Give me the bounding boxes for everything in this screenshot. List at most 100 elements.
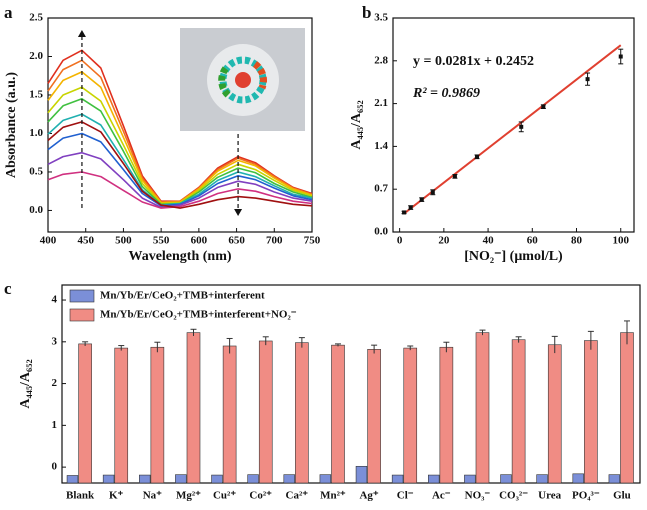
data-point <box>618 54 623 59</box>
photo-wells <box>218 65 231 98</box>
x-tick-label: 750 <box>304 235 321 247</box>
y-tick-label: 1.4 <box>374 140 388 152</box>
photo-wells <box>252 61 267 90</box>
r-squared: R² = 0.9869 <box>412 86 480 101</box>
bar <box>211 474 223 484</box>
y-axis-label: Absorbance (a.u.) <box>4 72 19 179</box>
spectrum-line <box>47 132 313 207</box>
x-tick-label: 20 <box>438 235 450 247</box>
y-tick-label: 2.5 <box>29 12 43 24</box>
x-tick-label: 100 <box>612 235 629 247</box>
y-tick-label: 2.8 <box>374 54 388 66</box>
panel-letter: a <box>4 3 13 22</box>
bar <box>547 344 562 484</box>
equation: y = 0.0281x + 0.2452 <box>413 54 534 69</box>
bar <box>391 474 404 484</box>
x-tick-label: 550 <box>153 235 170 247</box>
fit-line <box>403 44 622 215</box>
legend-label: Mn/Yb/Er/CeO₂+TMB+interferent+NO₂⁻ <box>100 309 297 321</box>
y-tick-label: 4 <box>52 294 58 306</box>
y-tick-label: 3 <box>52 335 58 347</box>
plot-frame <box>47 17 313 233</box>
bar <box>500 474 512 484</box>
bar <box>139 474 151 484</box>
bar <box>355 465 368 484</box>
photo-center <box>235 72 251 88</box>
arrow-head <box>77 30 86 37</box>
bar <box>319 474 332 484</box>
y-tick-label: 1 <box>52 419 58 431</box>
x-tick-label: Ca²⁺ <box>286 490 309 502</box>
x-tick-label: 650 <box>228 235 245 247</box>
x-tick-label: Blank <box>66 490 95 502</box>
bar <box>428 474 440 484</box>
x-tick-label: Cl⁻ <box>397 490 414 502</box>
y-tick-label: 0.7 <box>374 183 388 195</box>
plot-frame <box>392 17 635 233</box>
bar <box>572 473 584 484</box>
x-tick-label: Mg²⁺ <box>176 490 201 502</box>
bar <box>66 475 79 484</box>
data-point <box>519 124 524 129</box>
x-tick-label: K⁺ <box>109 490 124 502</box>
bar <box>464 474 476 484</box>
bar <box>114 347 129 484</box>
bar <box>536 474 548 484</box>
bar <box>258 340 273 484</box>
y-tick-label: 1.0 <box>29 127 43 139</box>
bar <box>620 332 634 484</box>
bar <box>247 474 259 484</box>
data-point <box>475 154 480 159</box>
y-tick-label: 0 <box>52 461 58 473</box>
spectrum-line <box>47 121 313 209</box>
legend-swatch <box>69 308 95 322</box>
x-tick-label: 40 <box>483 235 495 247</box>
x-tick-label: NO₃⁻ <box>465 490 491 502</box>
y-tick-label: 2.1 <box>374 97 388 109</box>
x-axis-label: Wavelength (nm) <box>128 249 231 264</box>
x-tick-label: Urea <box>538 490 562 502</box>
x-tick-label: Co²⁺ <box>249 490 272 502</box>
bar <box>439 346 454 484</box>
x-tick-label: Cu²⁺ <box>213 490 236 502</box>
data-point <box>452 174 457 179</box>
x-tick-label: Glu <box>613 490 631 502</box>
bar <box>175 474 187 484</box>
data-point <box>585 77 590 82</box>
y-axis-label: A₄₄₅/A₆₅₂ <box>349 100 364 149</box>
panel-letter: c <box>4 279 12 298</box>
legend-label: Mn/Yb/Er/CeO₂+TMB+interferent <box>100 290 265 302</box>
x-tick-label: Na⁺ <box>143 490 162 502</box>
panel-letter: b <box>362 3 371 22</box>
data-point <box>408 205 413 210</box>
bar <box>367 349 381 484</box>
x-tick-label: PO₄³⁻ <box>572 490 600 502</box>
y-tick-label: 2.0 <box>29 50 43 62</box>
spectrum-line <box>47 151 313 209</box>
data-point <box>419 197 424 202</box>
x-tick-label: 500 <box>115 235 132 247</box>
bar <box>102 474 115 484</box>
y-tick-label: 0.5 <box>29 165 43 177</box>
x-tick-label: 600 <box>191 235 208 247</box>
spectrum-line <box>47 171 313 209</box>
bar <box>283 474 295 484</box>
y-axis-label: A₄₄₅/A₆₅₂ <box>18 359 33 408</box>
data-point <box>541 104 546 109</box>
bar <box>150 346 165 484</box>
bar <box>295 342 309 484</box>
x-tick-label: 60 <box>527 235 539 247</box>
y-tick-label: 0.0 <box>29 204 43 216</box>
bar <box>475 332 490 484</box>
x-tick-label: 0 <box>397 235 403 247</box>
data-point <box>430 190 435 195</box>
y-tick-label: 0.0 <box>374 226 388 238</box>
x-tick-label: Mn²⁺ <box>320 490 346 502</box>
bar <box>584 340 598 484</box>
x-tick-label: 700 <box>266 235 283 247</box>
arrow-head <box>234 209 243 216</box>
x-tick-label: CO₃²⁻ <box>499 490 528 502</box>
bar <box>222 345 237 484</box>
x-tick-label: 400 <box>40 235 57 247</box>
